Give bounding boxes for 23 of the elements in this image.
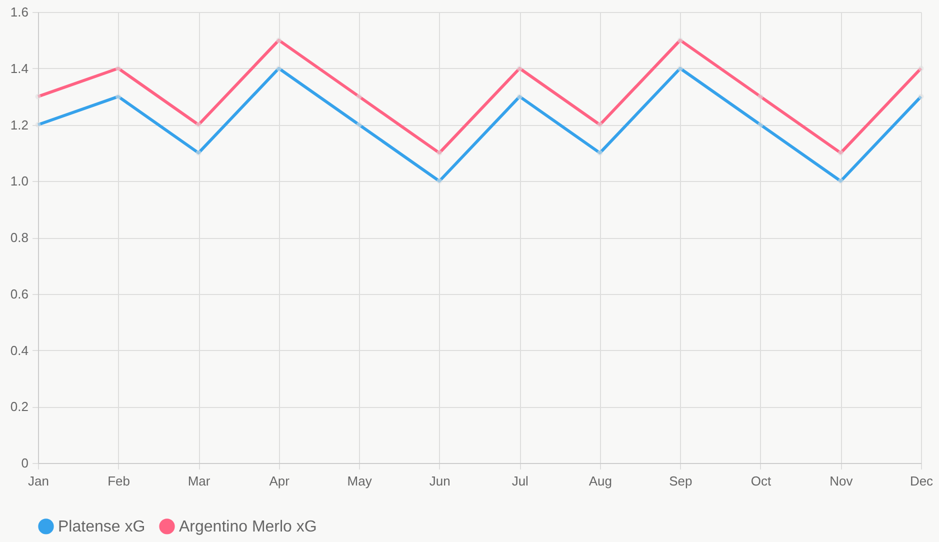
x-tick-label: Oct	[750, 474, 772, 488]
y-tick-label: 0.4	[10, 342, 28, 358]
x-tick-label: Jan	[28, 474, 49, 488]
y-tick-label: 1.2	[10, 117, 28, 132]
x-tick-label: Jul	[512, 474, 529, 488]
x-tick-label: Aug	[588, 474, 612, 488]
x-tick-label: May	[347, 474, 372, 488]
y-tick-label: 1.6	[10, 4, 28, 20]
y-tick-label: 0.6	[10, 286, 28, 302]
legend-label: Platense xG	[58, 518, 146, 536]
x-tick-label: Dec	[910, 474, 934, 488]
y-tick-label: 0.2	[10, 399, 28, 414]
x-tick-label: Mar	[188, 474, 211, 488]
y-tick-label: 0	[21, 456, 28, 470]
x-tick-label: Sep	[669, 474, 692, 488]
y-tick-label: 1.0	[10, 174, 28, 189]
x-tick-label: Apr	[269, 474, 290, 488]
y-tick-label: 1.4	[10, 60, 28, 76]
x-tick-label: Jun	[429, 474, 450, 488]
y-tick-label: 0.8	[10, 230, 28, 245]
legend-label: Argentino Merlo xG	[179, 518, 317, 536]
x-tick-label: Feb	[108, 474, 130, 488]
x-tick-label: Nov	[830, 474, 854, 488]
